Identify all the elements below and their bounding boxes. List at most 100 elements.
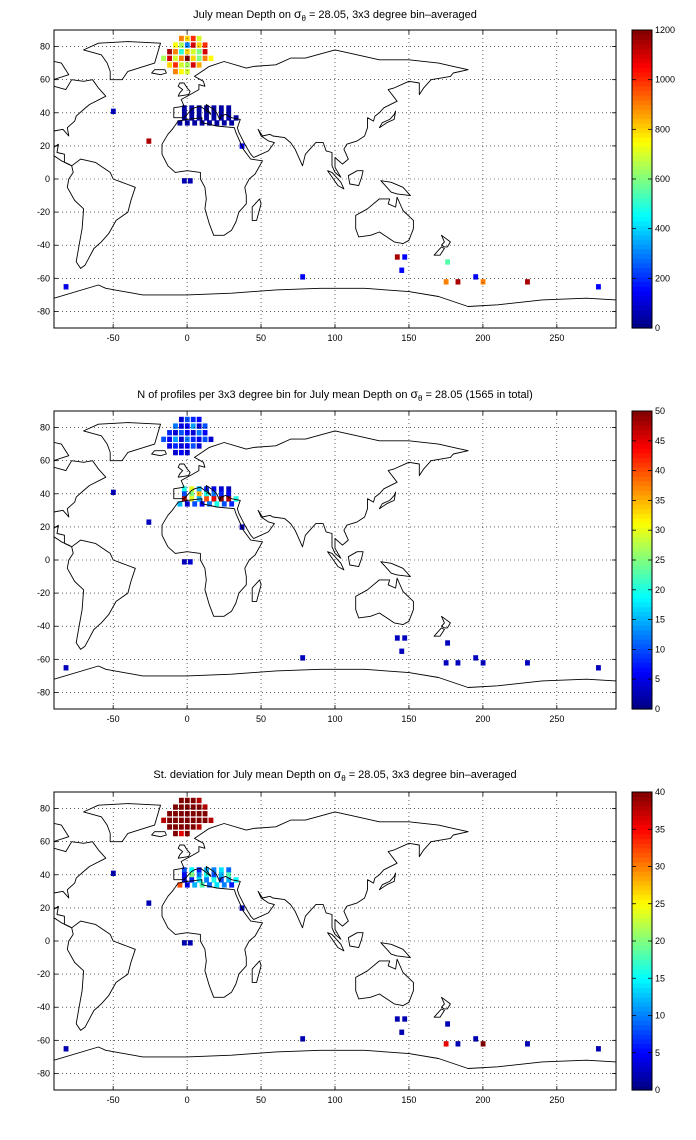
data-cell	[177, 882, 183, 888]
colorbar-segment	[632, 448, 652, 454]
colorbar-segment	[632, 318, 652, 324]
coastline	[54, 665, 616, 709]
data-cell	[181, 105, 187, 111]
data-cell	[207, 501, 212, 507]
colorbar-segment	[632, 104, 652, 110]
data-cell	[402, 254, 408, 260]
data-cell	[187, 940, 193, 946]
colorbar-segment	[632, 513, 652, 519]
data-cell	[196, 416, 202, 423]
data-cell	[187, 178, 193, 184]
colorbar-segment	[632, 1080, 652, 1086]
data-cell	[173, 55, 178, 62]
data-cell	[190, 35, 196, 42]
x-tick-label: 0	[185, 714, 190, 724]
coastline	[355, 958, 414, 1007]
colorbar-segment	[632, 866, 652, 872]
data-cell	[110, 108, 116, 115]
x-tick-label: 50	[256, 333, 266, 343]
data-cell	[196, 55, 202, 62]
colorbar-segment	[632, 443, 652, 449]
coastline	[433, 627, 445, 637]
y-tick-label: -80	[37, 1068, 50, 1078]
data-cell	[178, 797, 184, 804]
colorbar-segment	[632, 71, 652, 78]
data-cell	[167, 436, 172, 443]
data-cell	[525, 279, 530, 285]
colorbar-segment	[632, 573, 652, 580]
data-cell	[161, 817, 167, 824]
colorbar-segment	[632, 643, 652, 650]
colorbar-segment	[632, 699, 652, 705]
y-tick-label: -20	[37, 969, 50, 979]
coastline	[347, 551, 364, 568]
colorbar-segment	[632, 917, 652, 923]
data-cell	[196, 443, 202, 449]
data-cell	[173, 830, 178, 837]
colorbar-segment	[632, 99, 652, 106]
colorbar-segment	[632, 192, 652, 199]
colorbar-segment	[632, 258, 652, 264]
data-cell	[178, 443, 184, 449]
colorbar-segment	[632, 1015, 652, 1021]
colorbar-segment	[632, 592, 652, 598]
data-cell	[184, 68, 190, 75]
data-cell	[196, 49, 202, 55]
data-cell	[190, 62, 196, 68]
data-cell	[184, 830, 190, 837]
data-cell	[177, 120, 183, 126]
data-cell	[189, 115, 195, 121]
data-cell	[480, 1041, 486, 1047]
data-cell	[167, 443, 172, 449]
coastline	[433, 246, 445, 256]
colorbar-segment	[632, 805, 652, 812]
data-cell	[190, 436, 196, 443]
data-cell	[184, 62, 190, 68]
colorbar-segment	[632, 1062, 652, 1068]
data-cell	[204, 115, 209, 121]
colorbar-tick-label: 35	[655, 495, 665, 505]
coastline	[173, 811, 469, 940]
colorbar-segment	[632, 206, 652, 213]
x-tick-label: 200	[475, 1095, 490, 1105]
coastline	[251, 579, 262, 602]
world-map	[54, 30, 616, 328]
data-cell	[173, 436, 178, 443]
colorbar-segment	[632, 141, 652, 148]
data-cell	[445, 640, 451, 646]
data-cell	[196, 62, 202, 68]
y-tick-label: 20	[40, 141, 50, 151]
data-cell	[196, 42, 202, 48]
colorbar-tick-label: 0	[655, 704, 660, 714]
y-tick-label: 0	[45, 555, 50, 565]
x-tick-label: 100	[327, 333, 342, 343]
data-cell	[218, 867, 224, 873]
data-cell	[196, 872, 202, 878]
data-cell	[399, 1029, 405, 1035]
data-cell	[214, 882, 220, 888]
colorbar-segment	[632, 1024, 652, 1031]
data-cell	[196, 804, 202, 810]
x-tick-label: 250	[549, 714, 564, 724]
data-cell	[190, 804, 196, 810]
colorbar: 0 200 400 600 800 1000 1200	[631, 25, 675, 333]
data-cell	[178, 449, 184, 456]
colorbar-segment	[632, 903, 652, 910]
data-cell	[173, 824, 178, 830]
data-cell	[211, 491, 217, 497]
data-cell	[196, 867, 202, 873]
x-tick-label: 150	[401, 1095, 416, 1105]
data-cell	[480, 279, 486, 285]
colorbar-segment	[632, 165, 652, 171]
x-tick-label: 100	[327, 714, 342, 724]
colorbar-segment	[632, 466, 652, 473]
data-cell	[189, 105, 195, 111]
colorbar-segment	[632, 690, 652, 696]
grid-lines	[54, 411, 616, 709]
data-cell	[233, 877, 239, 883]
colorbar-segment	[632, 611, 652, 617]
data-cell	[218, 496, 224, 502]
data-cell	[202, 55, 208, 62]
coastline	[151, 831, 167, 838]
colorbar-tick-label: 0	[655, 1085, 660, 1095]
